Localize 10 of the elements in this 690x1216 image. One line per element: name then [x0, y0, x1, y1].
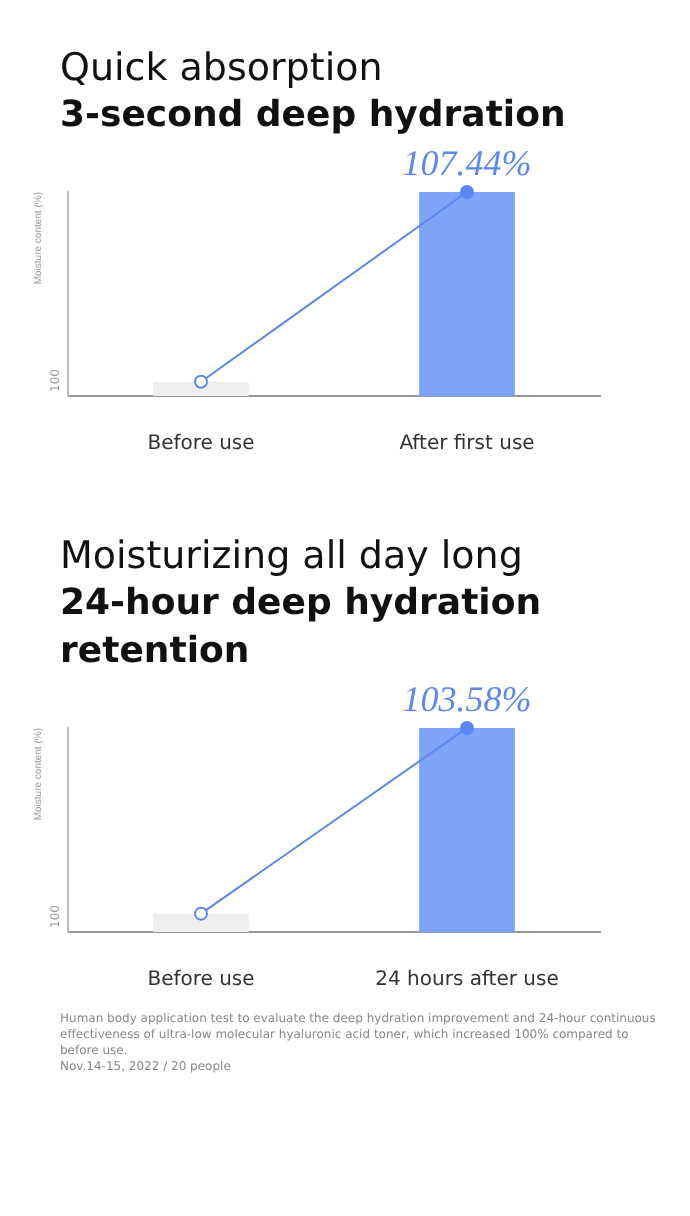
chart-subtitle: 3-second deep hydration [60, 92, 568, 140]
chart-title: Quick absorption [60, 44, 385, 92]
text: 103.58% [402, 679, 532, 720]
x-tick-label: Before use [147, 433, 255, 456]
x-tick-label: 24 hours after use [375, 969, 559, 992]
x-tick-label: Before use [147, 969, 255, 992]
x-tick-label: After first use [399, 433, 535, 456]
chart-subtitle: 24-hour deep hydration retention [60, 580, 544, 676]
text: 107.44% [402, 143, 532, 184]
chart-title: Moisturizing all day long [60, 532, 525, 580]
